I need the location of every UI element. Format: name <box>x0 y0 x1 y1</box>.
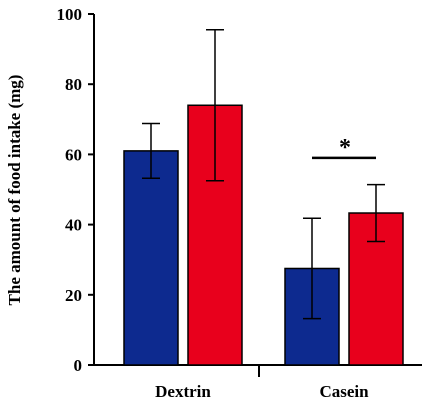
y-tick-label-60: 60 <box>65 145 82 164</box>
y-tick-label-80: 80 <box>65 75 82 94</box>
x-category-label-casein: Casein <box>319 382 369 401</box>
y-tick-label-100: 100 <box>57 5 83 24</box>
y-axis-title: The amount of food intake (mg) <box>5 75 24 306</box>
y-tick-label-0: 0 <box>74 356 83 375</box>
x-category-label-dextrin: Dextrin <box>155 382 211 401</box>
y-tick-label-40: 40 <box>65 216 82 235</box>
bar-dextrin-series-1 <box>123 150 179 366</box>
y-tick-label-20: 20 <box>65 286 82 305</box>
significance-marker-0: * <box>339 135 351 161</box>
